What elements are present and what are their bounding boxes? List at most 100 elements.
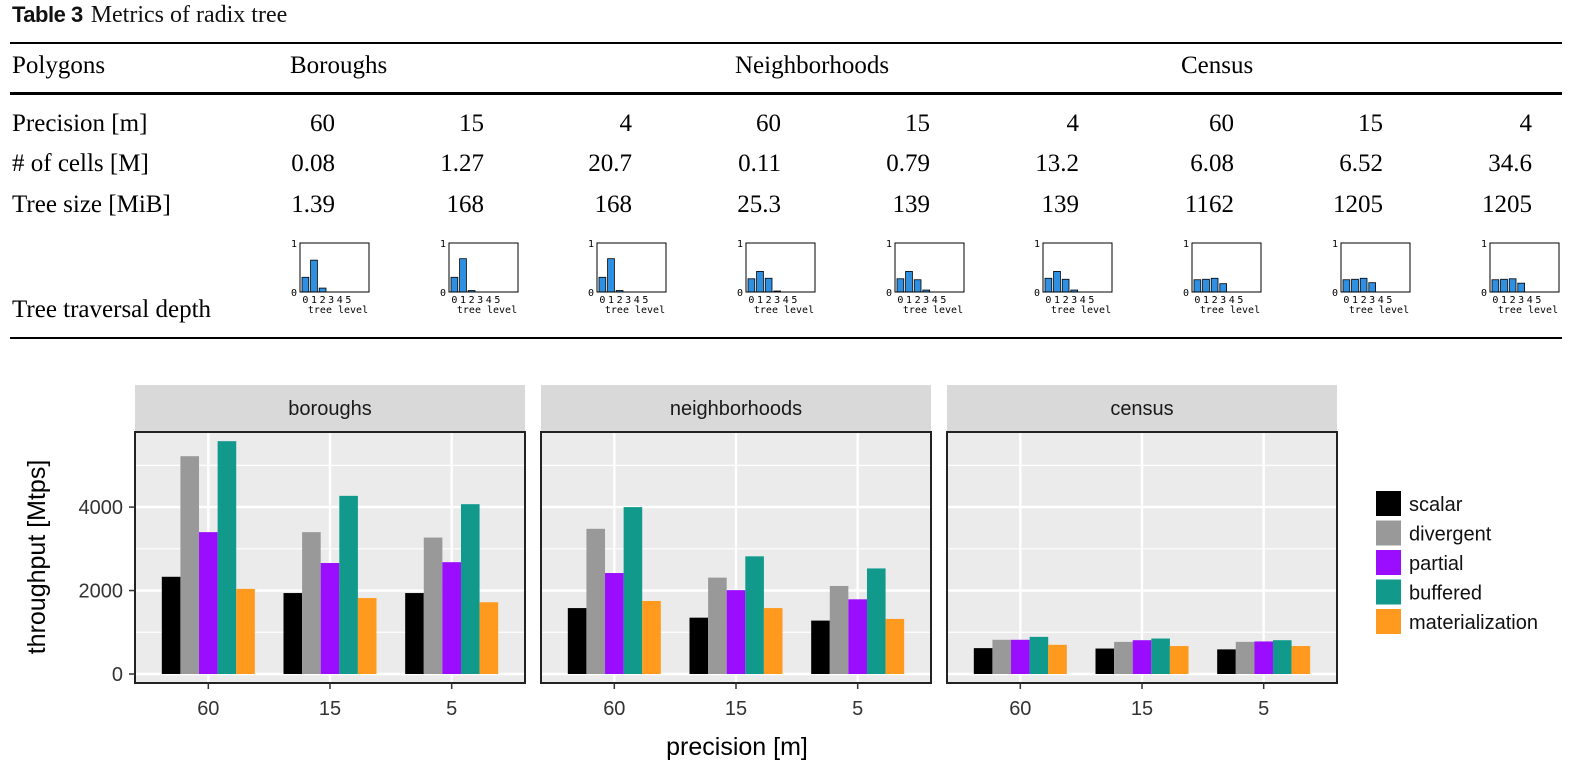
histogram-x-tick: 2 [469, 295, 475, 306]
histogram-bar [607, 258, 615, 293]
histogram-bar [896, 278, 905, 293]
histogram-x-label: tree level [308, 305, 368, 316]
legend-label-partial: partial [1409, 553, 1463, 575]
histogram-bar [1193, 279, 1202, 293]
y-axis-title: throughput [Mtps] [23, 460, 51, 655]
bar-scalar [1217, 649, 1236, 674]
histogram-x-tick: 1 [311, 295, 317, 306]
bottom-rule [10, 337, 1562, 339]
table-cell: 0.11 [738, 150, 781, 177]
table-cell: 139 [1041, 191, 1080, 218]
histogram-bar [301, 276, 310, 293]
bar-scalar [405, 593, 424, 674]
bar-buffered [866, 568, 886, 674]
histogram-bar [756, 271, 764, 293]
table-cell: 60 [756, 110, 781, 137]
row-label: Tree size [MiB] [12, 191, 171, 218]
metrics-table: Table 3 Metrics of radix tree Polygons Bo… [0, 0, 1570, 345]
table-cell: 20.7 [588, 150, 632, 177]
bar-buffered [1151, 638, 1170, 674]
histogram-x-tick: 2 [1510, 295, 1516, 306]
y-tick-label: 0 [112, 664, 123, 686]
histogram-bar [1202, 278, 1210, 293]
bar-scalar [567, 608, 587, 674]
row-label: # of cells [M] [12, 150, 149, 177]
bar-partial [605, 573, 624, 674]
histogram-bar [1517, 282, 1525, 293]
table-cell: 15 [905, 110, 930, 137]
table-label: Table 3 [12, 2, 83, 27]
bar-buffered [623, 507, 643, 674]
table-cell: 13.2 [1035, 150, 1079, 177]
histogram-x-tick: 2 [1361, 295, 1367, 306]
histogram-frame [1489, 242, 1560, 293]
table-cell: 15 [459, 110, 484, 137]
histogram-bar [1491, 279, 1500, 293]
histogram-x-tick: 1 [1501, 295, 1507, 306]
legend-swatch-materialization [1376, 609, 1401, 634]
histogram-x-tick: 0 [451, 295, 457, 306]
bar-divergent [180, 456, 200, 674]
histogram-x-tick: 2 [766, 295, 772, 306]
histogram-bar [1053, 271, 1061, 293]
histogram-bar [1342, 279, 1351, 293]
histogram-y-tick: 0 [886, 288, 892, 299]
bar-partial [848, 599, 867, 674]
histogram-bar [1061, 278, 1070, 293]
histogram-y-tick: 0 [440, 288, 446, 299]
x-tick-label: 5 [446, 698, 457, 720]
histogram-bar [1210, 277, 1219, 293]
bar-buffered [745, 556, 764, 674]
y-tick-label: 4000 [79, 497, 124, 519]
y-tick-label: 2000 [79, 581, 124, 603]
bar-scalar [811, 620, 830, 674]
histogram-y-tick: 1 [440, 239, 446, 250]
histogram-y-tick: 1 [1332, 239, 1338, 250]
bar-partial [726, 590, 746, 674]
histogram-x-tick: 2 [1212, 295, 1218, 306]
x-tick-label: 5 [1258, 698, 1269, 720]
histogram-y-tick: 0 [1332, 288, 1338, 299]
facet-strip [135, 385, 525, 432]
legend-label-materialization: materialization [1409, 612, 1538, 634]
histogram-y-tick: 1 [1034, 239, 1040, 250]
histogram-frame [1042, 242, 1113, 293]
bar-buffered [1272, 640, 1292, 674]
histogram-x-label: tree level [1200, 305, 1260, 316]
bar-materialization [236, 588, 255, 674]
table-cell: 60 [310, 110, 335, 137]
histogram-bar [1368, 282, 1376, 293]
table-cell: 168 [446, 191, 485, 218]
histogram-x-tick: 4 [486, 295, 492, 306]
histogram-y-tick: 0 [291, 288, 297, 299]
histogram-x-tick: 0 [1045, 295, 1051, 306]
histogram-x-tick: 0 [1343, 295, 1349, 306]
bar-divergent [829, 585, 849, 674]
histogram-x-tick: 5 [940, 295, 946, 306]
histogram-x-label: tree level [1051, 305, 1111, 316]
histogram-y-tick: 1 [886, 239, 892, 250]
bar-partial [199, 532, 218, 674]
legend-swatch-partial [1376, 550, 1401, 575]
histogram-bar [1508, 278, 1517, 293]
histogram-x-tick: 1 [757, 295, 763, 306]
histogram-x-tick: 3 [774, 295, 780, 306]
x-tick-label: 15 [725, 698, 747, 720]
bar-partial [320, 563, 340, 674]
table-cell: 139 [892, 191, 931, 218]
histogram-bar [450, 276, 459, 293]
histogram-bar [913, 279, 922, 293]
histogram-frame [596, 242, 667, 293]
bar-buffered [217, 441, 237, 674]
histogram-x-tick: 0 [1492, 295, 1498, 306]
table-cell: 4 [1519, 110, 1533, 137]
legend-label-scalar: scalar [1409, 494, 1463, 516]
histogram-x-label: tree level [1349, 305, 1409, 316]
legend-swatch-scalar [1376, 491, 1401, 516]
table-cell: 1.39 [291, 191, 335, 218]
histogram-x-tick: 4 [337, 295, 343, 306]
facet-title: boroughs [288, 398, 371, 420]
